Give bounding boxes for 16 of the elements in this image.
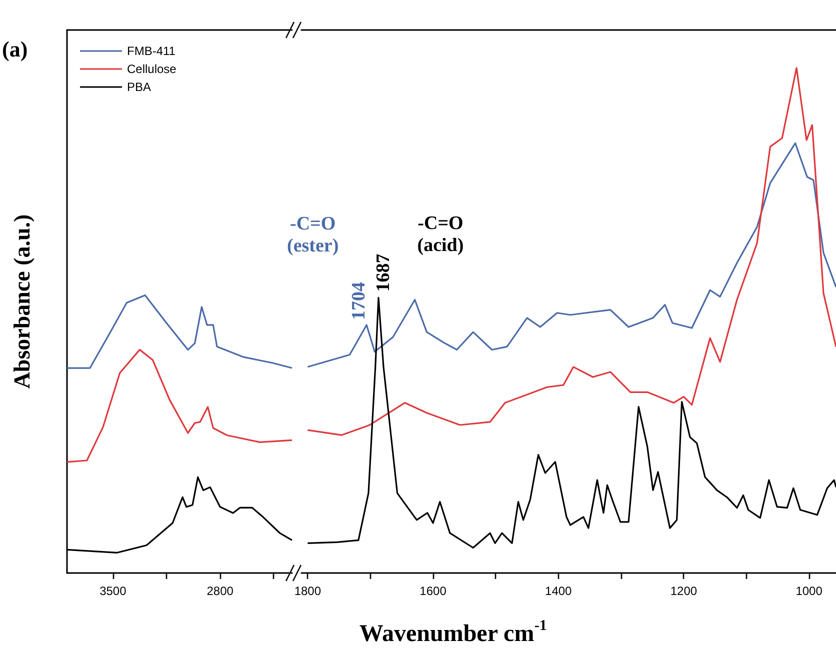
- x-tick-label: 1600: [420, 584, 447, 598]
- annotation: 1704: [348, 281, 370, 320]
- legend-label: FMB-411: [127, 44, 176, 58]
- annotation: 1687: [372, 253, 394, 292]
- x-tick-label: 1800: [294, 584, 322, 598]
- y-axis-title: Absorbance (a.u.): [10, 214, 34, 389]
- x-tick-label: 3500: [100, 584, 127, 598]
- legend-label: PBA: [127, 80, 152, 94]
- x-tick-label: 1200: [670, 584, 698, 598]
- annotation: -C=O (ester): [286, 213, 339, 256]
- x-tick-label: 1000: [796, 584, 823, 598]
- x-tick-label: 2800: [206, 584, 234, 598]
- legend-label: Cellulose: [127, 62, 177, 76]
- chart-title: (a): [2, 36, 28, 62]
- annotation: -C=O (acid): [417, 213, 464, 256]
- x-tick-label: 1400: [545, 584, 572, 598]
